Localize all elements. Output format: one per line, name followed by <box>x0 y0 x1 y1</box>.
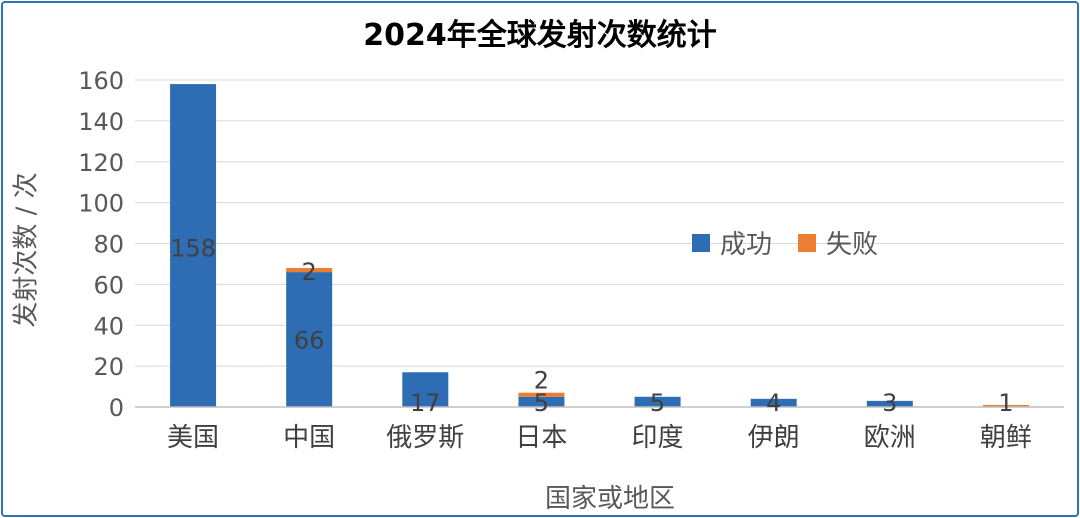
bar-failure <box>982 404 1029 407</box>
bar-success <box>634 396 681 407</box>
x-tick-label: 俄罗斯 <box>386 423 464 453</box>
data-label: 158 <box>170 235 216 263</box>
x-tick-label: 中国 <box>283 423 335 453</box>
x-axis-label: 国家或地区 <box>544 484 675 514</box>
bar-failure <box>518 392 565 397</box>
legend-item-failure: 失败 <box>798 224 878 261</box>
y-tick-label: 160 <box>78 67 124 95</box>
legend-swatch-failure <box>798 233 817 252</box>
legend-label-failure: 失败 <box>826 230 879 260</box>
legend: 成功 失败 <box>692 224 904 261</box>
bar-success <box>170 84 217 408</box>
y-tick-label: 40 <box>93 312 124 340</box>
y-tick-label: 80 <box>93 231 124 259</box>
data-label: 2 <box>534 367 549 395</box>
y-tick-label: 100 <box>78 190 124 218</box>
x-tick-label: 朝鲜 <box>980 423 1032 453</box>
y-tick-label: 20 <box>93 353 124 381</box>
x-tick-label: 美国 <box>167 423 219 453</box>
x-tick-label: 伊朗 <box>748 423 800 453</box>
legend-swatch-success <box>692 233 710 252</box>
bar-success <box>750 398 797 407</box>
bar-failure <box>286 268 333 273</box>
data-label: 3 <box>882 389 897 417</box>
y-tick-label: 120 <box>78 149 124 177</box>
data-label: 2 <box>302 258 317 286</box>
y-tick-label: 60 <box>93 271 124 299</box>
data-label: 5 <box>534 389 549 417</box>
bar-success <box>866 400 913 407</box>
data-label: 5 <box>650 389 665 417</box>
legend-item-success: 成功 <box>692 224 772 261</box>
data-label: 66 <box>294 327 325 355</box>
x-tick-label: 日本 <box>515 423 567 453</box>
x-tick-label: 欧洲 <box>864 423 916 453</box>
bar-success <box>286 272 333 407</box>
y-tick-label: 140 <box>78 108 124 136</box>
x-tick-label: 印度 <box>632 423 684 453</box>
data-label: 17 <box>410 389 441 417</box>
legend-label-success: 成功 <box>720 230 773 260</box>
bar-success <box>402 372 449 407</box>
y-tick-label: 0 <box>109 394 124 422</box>
chart-title: 2024年全球发射次数统计 <box>363 18 717 53</box>
data-label: 4 <box>766 389 781 417</box>
data-label: 1 <box>998 389 1013 417</box>
bar-success <box>518 396 565 407</box>
